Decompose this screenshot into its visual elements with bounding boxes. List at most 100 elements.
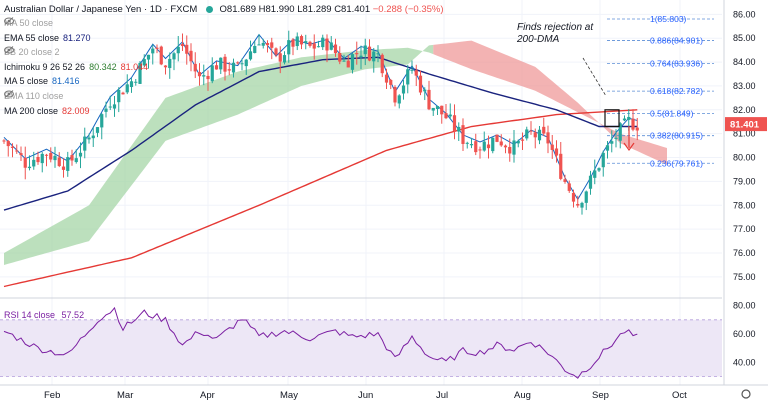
candle-body[interactable] [32, 159, 36, 167]
legend-row-4[interactable]: MA 5 close 81.416 [4, 75, 80, 87]
settings-gear-icon[interactable] [741, 389, 751, 399]
eye-hidden-icon[interactable] [4, 46, 74, 57]
candle-body[interactable] [418, 75, 423, 93]
candle-body[interactable] [469, 144, 474, 146]
candle-body[interactable] [10, 146, 15, 148]
candle-body[interactable] [236, 62, 240, 64]
rsi-legend[interactable]: RSI 14 close 57.52 [4, 309, 84, 321]
candle-body[interactable] [19, 153, 23, 156]
candle-body[interactable] [172, 53, 176, 60]
candle-body[interactable] [104, 108, 108, 112]
candle-body[interactable] [520, 139, 525, 141]
candle-body[interactable] [57, 157, 61, 167]
candle-body[interactable] [61, 166, 66, 170]
candle-body[interactable] [83, 136, 87, 151]
candle-body[interactable] [482, 141, 486, 151]
candle-body[interactable] [40, 153, 44, 164]
candle-body[interactable] [329, 42, 333, 50]
candle-body[interactable] [635, 127, 639, 131]
candle-body[interactable] [176, 46, 180, 54]
candle-body[interactable] [49, 152, 53, 160]
candle-body[interactable] [342, 60, 346, 62]
candle-body[interactable] [53, 155, 57, 161]
candle-body[interactable] [112, 104, 117, 109]
fib-retracement[interactable]: 1(85.803) 0.886(84.901) 0.764(83.936) 0.618… [607, 14, 714, 168]
candle-body[interactable] [444, 113, 448, 119]
candle-body[interactable] [593, 170, 597, 178]
candle-body[interactable] [431, 107, 435, 111]
candle-body[interactable] [597, 168, 601, 171]
candle-body[interactable] [559, 153, 563, 179]
candle-body[interactable] [389, 79, 393, 85]
candle-body[interactable] [312, 43, 316, 49]
candle-body[interactable] [2, 140, 6, 142]
candle-body[interactable] [384, 74, 389, 83]
candle-body[interactable] [410, 69, 414, 71]
candle-body[interactable] [308, 41, 312, 46]
candle-body[interactable] [244, 59, 248, 67]
candle-body[interactable] [155, 47, 159, 49]
candle-body[interactable] [401, 85, 406, 94]
candle-body[interactable] [291, 39, 295, 47]
candle-body[interactable] [121, 92, 125, 95]
candle-body[interactable] [465, 142, 469, 144]
candle-body[interactable] [142, 59, 146, 66]
candle-body[interactable] [223, 56, 227, 72]
candle-body[interactable] [440, 105, 444, 115]
candle-body[interactable] [525, 129, 529, 139]
candle-body[interactable] [550, 144, 554, 150]
candle-body[interactable] [261, 42, 265, 46]
candle-body[interactable] [554, 148, 559, 156]
candle-body[interactable] [278, 53, 282, 62]
candle-body[interactable] [325, 38, 329, 51]
candle-body[interactable] [206, 75, 210, 80]
candle-body[interactable] [270, 42, 274, 48]
candle-body[interactable] [287, 40, 291, 55]
legend-row-0[interactable]: MA 50 close [4, 17, 67, 29]
candle-body[interactable] [461, 125, 465, 144]
candle-body[interactable] [546, 132, 550, 144]
candle-body[interactable] [231, 62, 236, 73]
candle-body[interactable] [567, 183, 571, 191]
candle-body[interactable] [151, 48, 155, 54]
candle-body[interactable] [159, 46, 163, 65]
candle-body[interactable] [423, 89, 427, 92]
candle-body[interactable] [219, 57, 223, 70]
candle-body[interactable] [197, 72, 202, 77]
eye-hidden-icon[interactable] [4, 90, 77, 101]
candle-body[interactable] [70, 155, 74, 161]
candle-body[interactable] [435, 106, 440, 110]
candle-body[interactable] [248, 51, 253, 60]
candle-body[interactable] [448, 114, 452, 117]
candle-body[interactable] [240, 63, 244, 65]
legend-row-1[interactable]: EMA 55 close 81.270 [4, 32, 91, 44]
candle-body[interactable] [618, 123, 622, 141]
candle-body[interactable] [253, 45, 257, 53]
candle-body[interactable] [299, 36, 304, 45]
candle-body[interactable] [304, 41, 308, 43]
candle-body[interactable] [367, 46, 372, 61]
eye-hidden-icon[interactable] [4, 17, 67, 28]
candle-body[interactable] [274, 48, 278, 55]
candle-body[interactable] [214, 65, 219, 70]
candle-body[interactable] [138, 62, 142, 84]
candle-body[interactable] [452, 115, 457, 132]
candle-body[interactable] [163, 65, 168, 68]
candle-body[interactable] [134, 81, 138, 83]
candle-body[interactable] [316, 46, 321, 48]
candle-body[interactable] [146, 54, 151, 60]
candle-body[interactable] [622, 118, 627, 121]
candle-body[interactable] [414, 70, 418, 76]
candle-body[interactable] [359, 55, 363, 58]
candle-body[interactable] [108, 106, 112, 108]
candle-body[interactable] [74, 158, 78, 163]
candle-body[interactable] [499, 141, 503, 146]
candle-body[interactable] [129, 81, 134, 88]
candle-body[interactable] [631, 118, 635, 130]
candle-body[interactable] [495, 134, 499, 142]
candle-body[interactable] [486, 144, 491, 149]
candle-body[interactable] [350, 54, 355, 70]
candle-body[interactable] [576, 203, 580, 206]
legend-row-3[interactable]: Ichimoku 9 26 52 26 80.342 81.044 [4, 61, 148, 73]
